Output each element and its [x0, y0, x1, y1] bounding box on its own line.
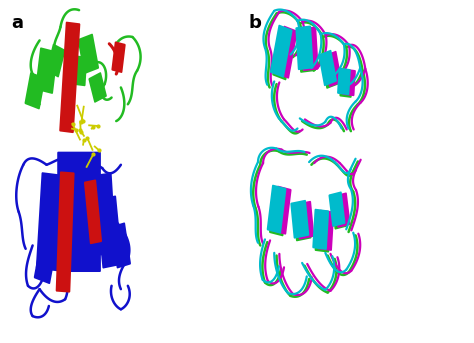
FancyBboxPatch shape: [337, 68, 351, 95]
FancyBboxPatch shape: [301, 26, 319, 71]
FancyBboxPatch shape: [318, 210, 334, 251]
Text: b: b: [249, 13, 262, 32]
FancyBboxPatch shape: [295, 25, 313, 70]
FancyBboxPatch shape: [53, 178, 96, 199]
FancyBboxPatch shape: [71, 55, 87, 86]
FancyBboxPatch shape: [291, 200, 309, 239]
FancyBboxPatch shape: [272, 186, 292, 235]
FancyBboxPatch shape: [312, 209, 329, 250]
FancyBboxPatch shape: [59, 22, 80, 133]
FancyBboxPatch shape: [334, 192, 351, 228]
FancyBboxPatch shape: [298, 28, 316, 73]
FancyBboxPatch shape: [342, 69, 356, 96]
FancyBboxPatch shape: [328, 191, 346, 227]
FancyBboxPatch shape: [324, 51, 342, 87]
FancyBboxPatch shape: [46, 44, 65, 78]
FancyBboxPatch shape: [292, 202, 311, 241]
FancyBboxPatch shape: [319, 50, 337, 86]
FancyBboxPatch shape: [35, 47, 58, 94]
FancyBboxPatch shape: [55, 172, 74, 293]
FancyBboxPatch shape: [89, 72, 107, 103]
FancyBboxPatch shape: [111, 42, 126, 73]
FancyBboxPatch shape: [111, 223, 131, 269]
FancyBboxPatch shape: [96, 173, 113, 204]
FancyBboxPatch shape: [270, 25, 292, 78]
FancyBboxPatch shape: [34, 227, 59, 284]
FancyBboxPatch shape: [57, 152, 101, 272]
FancyBboxPatch shape: [267, 185, 286, 234]
FancyBboxPatch shape: [315, 211, 331, 252]
FancyBboxPatch shape: [61, 231, 115, 260]
FancyBboxPatch shape: [269, 187, 289, 236]
FancyBboxPatch shape: [96, 196, 123, 269]
FancyBboxPatch shape: [331, 194, 348, 229]
FancyBboxPatch shape: [78, 34, 99, 74]
Text: a: a: [12, 13, 24, 32]
FancyBboxPatch shape: [272, 27, 295, 80]
FancyBboxPatch shape: [84, 179, 102, 244]
FancyBboxPatch shape: [36, 172, 66, 272]
FancyBboxPatch shape: [295, 201, 314, 240]
FancyBboxPatch shape: [321, 52, 339, 89]
FancyBboxPatch shape: [25, 72, 46, 109]
FancyBboxPatch shape: [339, 70, 353, 98]
FancyBboxPatch shape: [275, 26, 298, 79]
